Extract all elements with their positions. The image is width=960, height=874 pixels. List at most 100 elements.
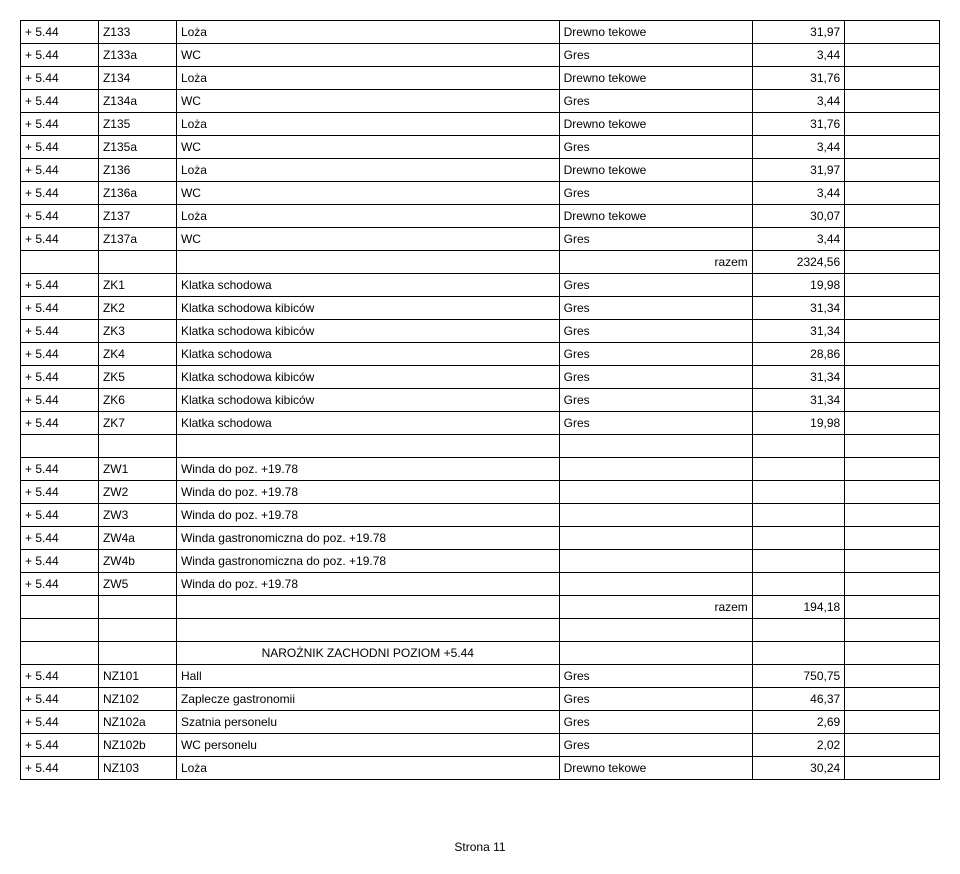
table-cell: Gres — [559, 734, 752, 757]
table-row: + 5.44Z134aWCGres3,44 — [21, 90, 940, 113]
table-cell: Gres — [559, 90, 752, 113]
table-cell: 46,37 — [752, 688, 844, 711]
table-cell: + 5.44 — [21, 44, 99, 67]
table-cell: Gres — [559, 343, 752, 366]
table-cell: Gres — [559, 389, 752, 412]
table-row: + 5.44Z137LożaDrewno tekowe30,07 — [21, 205, 940, 228]
table-cell: 31,34 — [752, 297, 844, 320]
table-cell: 2324,56 — [752, 251, 844, 274]
table-cell — [845, 21, 940, 44]
table-cell: + 5.44 — [21, 228, 99, 251]
table-row: + 5.44ZK3Klatka schodowa kibicówGres31,3… — [21, 320, 940, 343]
table-cell: ZK5 — [98, 366, 176, 389]
table-cell: + 5.44 — [21, 665, 99, 688]
table-cell: + 5.44 — [21, 182, 99, 205]
table-cell: WC — [176, 44, 559, 67]
table-row: + 5.44Z137aWCGres3,44 — [21, 228, 940, 251]
table-cell — [845, 297, 940, 320]
table-cell — [21, 619, 99, 642]
table-cell — [845, 251, 940, 274]
table-cell: WC personelu — [176, 734, 559, 757]
table-row — [21, 435, 940, 458]
table-cell — [845, 458, 940, 481]
table-cell: Z134 — [98, 67, 176, 90]
table-cell: ZW1 — [98, 458, 176, 481]
table-cell: Drewno tekowe — [559, 67, 752, 90]
table-row: + 5.44ZW4bWinda gastronomiczna do poz. +… — [21, 550, 940, 573]
table-cell — [845, 159, 940, 182]
page-footer: Strona 11 — [20, 840, 940, 854]
table-cell — [559, 642, 752, 665]
table-cell — [845, 527, 940, 550]
table-cell: Klatka schodowa — [176, 343, 559, 366]
table-cell: Gres — [559, 228, 752, 251]
table-cell — [845, 228, 940, 251]
table-cell: + 5.44 — [21, 504, 99, 527]
table-cell — [752, 619, 844, 642]
table-cell: + 5.44 — [21, 67, 99, 90]
table-cell: + 5.44 — [21, 113, 99, 136]
table-cell: + 5.44 — [21, 550, 99, 573]
table-cell: Z137 — [98, 205, 176, 228]
table-row: + 5.44ZW5Winda do poz. +19.78 — [21, 573, 940, 596]
table-cell: + 5.44 — [21, 159, 99, 182]
table-cell — [559, 527, 752, 550]
table-cell: Loża — [176, 113, 559, 136]
table-cell — [845, 665, 940, 688]
table-cell: Gres — [559, 136, 752, 159]
table-cell: Hall — [176, 665, 559, 688]
table-cell — [845, 757, 940, 780]
table-cell: + 5.44 — [21, 205, 99, 228]
table-cell: Gres — [559, 688, 752, 711]
table-row: + 5.44Z135aWCGres3,44 — [21, 136, 940, 159]
table-row: + 5.44ZK5Klatka schodowa kibicówGres31,3… — [21, 366, 940, 389]
table-cell — [98, 435, 176, 458]
table-cell: Gres — [559, 297, 752, 320]
table-cell — [845, 113, 940, 136]
table-cell: ZK7 — [98, 412, 176, 435]
table-cell: ZW5 — [98, 573, 176, 596]
table-cell: Klatka schodowa — [176, 274, 559, 297]
table-cell: + 5.44 — [21, 297, 99, 320]
table-row: + 5.44ZK1Klatka schodowaGres19,98 — [21, 274, 940, 297]
table-cell: + 5.44 — [21, 389, 99, 412]
table-row: razem194,18 — [21, 596, 940, 619]
table-cell — [559, 550, 752, 573]
table-cell: Loża — [176, 757, 559, 780]
table-cell — [845, 734, 940, 757]
table-cell — [176, 596, 559, 619]
table-cell — [98, 251, 176, 274]
table-row: + 5.44NZ102bWC personeluGres2,02 — [21, 734, 940, 757]
table-cell — [845, 90, 940, 113]
table-row: + 5.44Z133aWCGres3,44 — [21, 44, 940, 67]
table-cell: + 5.44 — [21, 366, 99, 389]
table-cell: 31,97 — [752, 159, 844, 182]
table-row: razem2324,56 — [21, 251, 940, 274]
table-cell: Z136 — [98, 159, 176, 182]
table-cell: + 5.44 — [21, 688, 99, 711]
table-cell: + 5.44 — [21, 136, 99, 159]
table-cell — [845, 136, 940, 159]
data-table: + 5.44Z133LożaDrewno tekowe31,97+ 5.44Z1… — [20, 20, 940, 780]
table-cell — [98, 619, 176, 642]
table-cell — [845, 573, 940, 596]
table-cell: + 5.44 — [21, 458, 99, 481]
table-cell — [752, 573, 844, 596]
table-cell: + 5.44 — [21, 412, 99, 435]
table-cell — [559, 435, 752, 458]
table-cell: 31,76 — [752, 113, 844, 136]
table-cell: + 5.44 — [21, 573, 99, 596]
table-row: + 5.44NZ101HallGres750,75 — [21, 665, 940, 688]
table-cell — [845, 366, 940, 389]
table-cell: Gres — [559, 366, 752, 389]
table-cell — [845, 205, 940, 228]
table-cell — [21, 596, 99, 619]
table-cell: NZ101 — [98, 665, 176, 688]
table-cell: 30,24 — [752, 757, 844, 780]
table-cell: Z136a — [98, 182, 176, 205]
table-cell: 194,18 — [752, 596, 844, 619]
table-cell: ZW4b — [98, 550, 176, 573]
table-cell — [845, 550, 940, 573]
table-cell: 31,34 — [752, 320, 844, 343]
table-row: + 5.44Z136LożaDrewno tekowe31,97 — [21, 159, 940, 182]
